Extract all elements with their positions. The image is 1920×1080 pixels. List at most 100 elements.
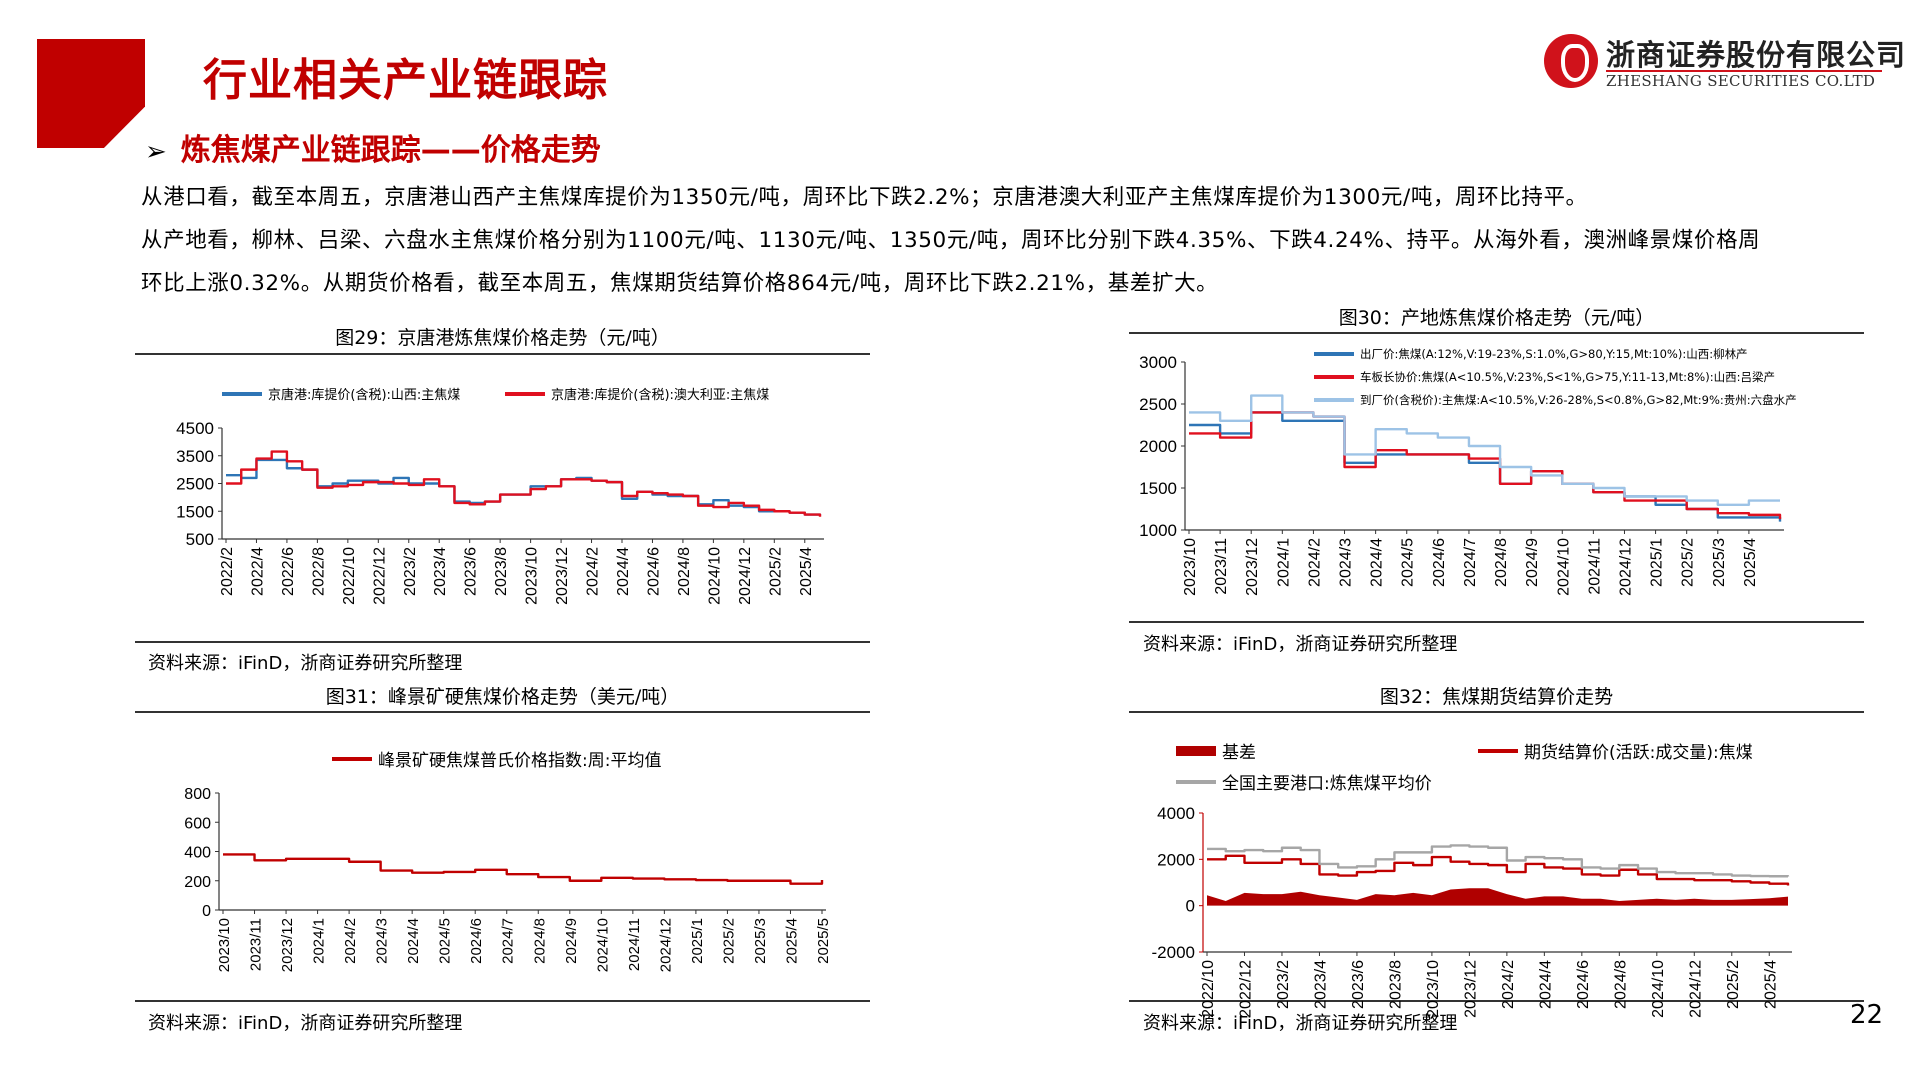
chart2-x-tick-label: 2025/4 <box>783 918 800 964</box>
chart3-x-tick-label: 2023/4 <box>1312 960 1329 1009</box>
legend-label: 全国主要港口:炼焦煤平均价 <box>1222 774 1432 794</box>
page-number: 22 <box>1850 1000 1884 1030</box>
chart2-x-tick-label: 2024/2 <box>342 918 359 964</box>
chart32-top-rule <box>1129 711 1864 713</box>
chart2-y-tick-label: 0 <box>202 903 211 920</box>
legend-label: 京唐港:库提价(含税):山西:主焦煤 <box>268 388 461 403</box>
chart0-x-tick-label: 2022/8 <box>310 547 327 596</box>
legend-swatch <box>332 756 372 761</box>
chart0-x-tick-label: 2022/10 <box>341 547 358 605</box>
chart1-x-tick-label: 2024/1 <box>1275 538 1292 587</box>
chart3-x-tick-label: 2023/8 <box>1387 960 1404 1009</box>
legend-swatch <box>1176 779 1216 784</box>
chart29-source: 资料来源：iFinD，浙商证券研究所整理 <box>148 653 463 674</box>
chart30-bottom-rule <box>1129 621 1864 623</box>
chart29-bottom-rule <box>135 641 870 643</box>
chart3-x-tick-label: 2023/12 <box>1462 960 1479 1018</box>
chart1-x-tick-label: 2024/11 <box>1586 538 1603 595</box>
chart2-x-tick-label: 2024/4 <box>405 918 422 964</box>
chart32-legend-item-1: 基差 <box>1176 738 1256 763</box>
chart30-source: 资料来源：iFinD，浙商证券研究所整理 <box>1143 634 1458 655</box>
chart3-series-2-line <box>1207 844 1790 878</box>
chart0-x-tick-label: 2024/2 <box>585 547 602 596</box>
chart2-y-tick-label: 800 <box>184 786 211 803</box>
chart3-x-tick-label: 2024/2 <box>1500 960 1517 1009</box>
chart3-x-tick-label: 2025/4 <box>1762 960 1779 1009</box>
chart3-y-tick-label: 2000 <box>1157 850 1195 869</box>
chart0-x-tick-label: 2024/8 <box>676 547 693 596</box>
chart0-x-tick-label: 2024/12 <box>737 547 754 605</box>
chart30-legend-item-2: 车板长协价:焦煤(A<10.5%,V:23%,S<1%,G>75,Y:11-13… <box>1314 369 1775 385</box>
chart29-legend-item-1: 京唐港:库提价(含税):山西:主焦煤 <box>222 384 460 403</box>
chart30-legend-item-3: 到厂价(含税价):主焦煤:A<10.5%,V:26-28%,S<0.8%,G>8… <box>1314 392 1797 408</box>
chart31-top-rule <box>135 711 870 713</box>
chart2-y-tick-label: 600 <box>184 815 211 832</box>
legend-label: 车板长协价:焦煤(A<10.5%,V:23%,S<1%,G>75,Y:11-13… <box>1360 370 1775 384</box>
chart2-y-tick-label: 400 <box>184 845 211 862</box>
chart0-x-tick-label: 2025/2 <box>767 547 784 596</box>
chart1-x-tick-label: 2024/7 <box>1462 538 1479 587</box>
chart3-x-tick-label: 2023/10 <box>1425 960 1442 1018</box>
chart0-x-tick-label: 2022/12 <box>371 547 388 605</box>
chart1-x-tick-label: 2024/9 <box>1524 538 1541 587</box>
chart1-x-tick-label: 2024/4 <box>1369 538 1386 587</box>
chart3-x-tick-label: 2022/10 <box>1200 960 1217 1018</box>
chart3-x-tick-label: 2022/12 <box>1237 960 1254 1018</box>
chart2-x-tick-label: 2024/7 <box>500 918 517 964</box>
legend-swatch <box>1176 745 1216 756</box>
chart3-x-tick-label: 2024/6 <box>1575 960 1592 1009</box>
chart3-x-tick-label: 2024/8 <box>1612 960 1629 1009</box>
chart1-x-tick-label: 2023/11 <box>1213 538 1230 595</box>
chart3-y-tick-label: -2000 <box>1152 943 1195 962</box>
chart0-x-tick-label: 2025/4 <box>798 547 815 596</box>
chart1-y-tick-label: 3000 <box>1139 353 1177 372</box>
chart29-top-rule <box>135 353 870 355</box>
chart2-x-tick-label: 2025/1 <box>689 918 706 964</box>
subtitle-text: 炼焦煤产业链跟踪——价格走势 <box>180 133 601 168</box>
chart0-series-1-line <box>226 450 822 517</box>
chart1-y-tick-label: 1000 <box>1139 521 1177 540</box>
chart2-x-tick-label: 2025/2 <box>720 918 737 964</box>
chart1-x-tick-label: 2024/10 <box>1555 538 1572 596</box>
legend-label: 峰景矿硬焦煤普氏价格指数:周:平均值 <box>378 751 662 771</box>
logo-cn: 浙商证券股份有限公司 <box>1606 38 1907 72</box>
chart1-x-tick-label: 2024/8 <box>1493 538 1510 587</box>
chart0-y-tick-label: 4500 <box>176 419 214 438</box>
chart2-x-tick-label: 2024/10 <box>594 918 611 972</box>
logo-icon <box>1544 34 1598 88</box>
chart2-x-tick-label: 2024/6 <box>468 918 485 964</box>
legend-label: 期货结算价(活跃:成交量):焦煤 <box>1524 743 1753 763</box>
chart0-x-tick-label: 2022/2 <box>219 547 236 596</box>
chart2-x-tick-label: 2023/12 <box>279 918 296 972</box>
page-title: 行业相关产业链跟踪 <box>203 55 608 106</box>
chart2-x-tick-label: 2024/12 <box>657 918 674 972</box>
chart3-series-1-line <box>1207 854 1790 886</box>
legend-swatch <box>1314 375 1354 379</box>
chart2-x-tick-label: 2025/5 <box>815 918 832 964</box>
chart3-x-tick-label: 2024/4 <box>1537 960 1554 1009</box>
chart2-x-tick-label: 2024/9 <box>563 918 580 964</box>
chart2-x-tick-label: 2024/11 <box>626 918 643 971</box>
chart1-x-tick-label: 2024/5 <box>1400 538 1417 587</box>
chart1-x-tick-label: 2024/3 <box>1338 538 1355 587</box>
chart3-y-tick-label: 0 <box>1186 897 1195 916</box>
logo-divider <box>1606 70 1882 72</box>
chart0-x-tick-label: 2024/6 <box>645 547 662 596</box>
chart0-x-tick-label: 2023/2 <box>402 547 419 596</box>
chart1-x-tick-label: 2024/6 <box>1431 538 1448 587</box>
chart1-x-tick-label: 2025/4 <box>1742 538 1759 587</box>
chart1-x-tick-label: 2024/2 <box>1306 538 1323 587</box>
chart1-x-tick-label: 2025/1 <box>1649 538 1666 587</box>
chart1-x-tick-label: 2025/2 <box>1680 538 1697 587</box>
paragraph-line-2: 从产地看，柳林、吕梁、六盘水主焦煤价格分别为1100元/吨、1130元/吨、13… <box>141 228 1761 253</box>
chart29-legend-item-2: 京唐港:库提价(含税):澳大利亚:主焦煤 <box>505 384 769 403</box>
chart1-x-tick-label: 2023/10 <box>1182 538 1199 596</box>
chart1-y-tick-label: 2500 <box>1139 395 1177 414</box>
legend-label: 出厂价:焦煤(A:12%,V:19-23%,S:1.0%,G>80,Y:15,M… <box>1360 347 1748 361</box>
legend-swatch <box>222 391 262 396</box>
chart0-x-tick-label: 2022/4 <box>249 547 266 596</box>
chart2-x-tick-label: 2023/10 <box>216 918 233 972</box>
chart0-y-tick-label: 3500 <box>176 447 214 466</box>
chart31-title: 图31：峰景矿硬焦煤价格走势（美元/吨） <box>325 686 680 708</box>
logo-en: ZHESHANG SECURITIES CO.LTD <box>1606 72 1876 90</box>
